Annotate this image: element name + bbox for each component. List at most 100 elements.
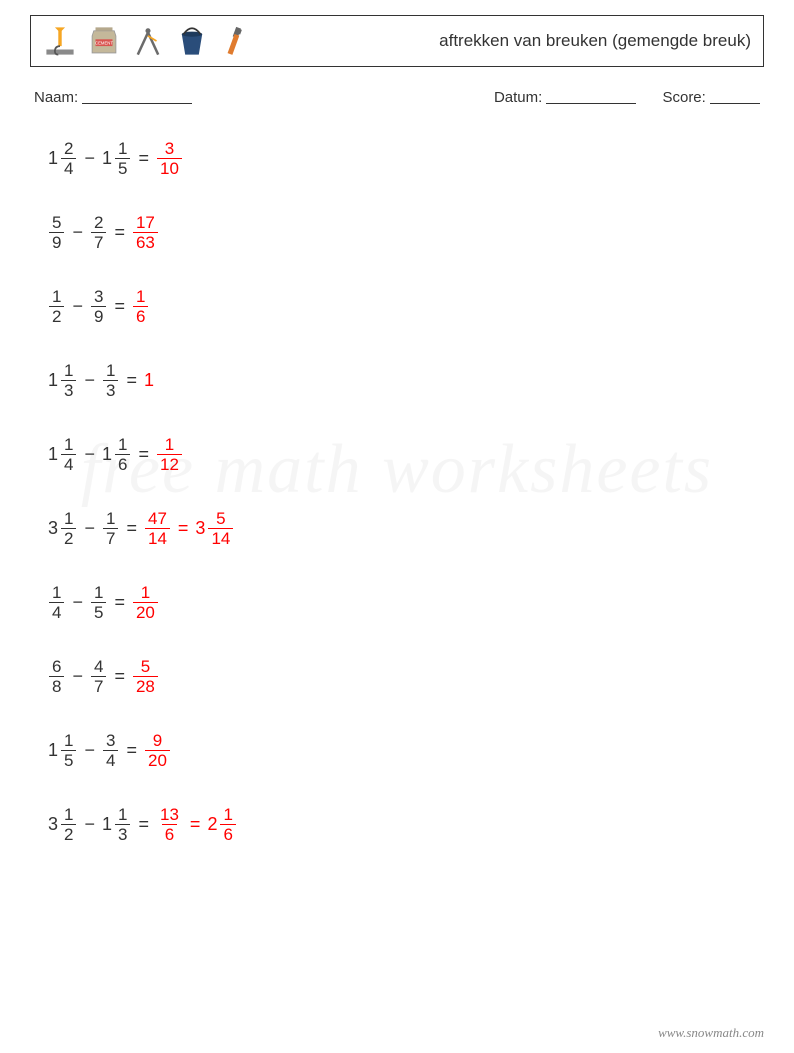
- denominator: 14: [208, 528, 233, 547]
- score-label: Score:: [662, 89, 705, 106]
- fraction: 15: [61, 732, 76, 769]
- denominator: 2: [61, 824, 76, 843]
- numerator: 3: [103, 732, 118, 750]
- denominator: 28: [133, 676, 158, 695]
- fraction: 12: [61, 510, 76, 547]
- whole-part: 2: [207, 814, 217, 835]
- fraction: 136: [157, 806, 182, 843]
- whole-part: 1: [102, 814, 112, 835]
- fraction: 4714: [145, 510, 170, 547]
- denominator: 10: [157, 158, 182, 177]
- numerator: 13: [157, 806, 182, 824]
- denominator: 63: [133, 232, 158, 251]
- numerator: 3: [162, 140, 177, 158]
- fraction: 16: [133, 288, 148, 325]
- minus-op: −: [84, 444, 95, 465]
- answer-term: 16: [132, 288, 149, 325]
- denominator: 5: [91, 602, 106, 621]
- equals-op: =: [190, 814, 201, 835]
- denominator: 4: [61, 454, 76, 473]
- problem-row: 312−17=4714=3514: [48, 506, 764, 550]
- numerator: 1: [220, 806, 235, 824]
- denominator: 7: [103, 528, 118, 547]
- numerator: 1: [61, 732, 76, 750]
- name-label: Naam:: [34, 89, 78, 106]
- header-box: CEMENT aftrekken van b: [30, 15, 764, 67]
- denominator: 9: [49, 232, 64, 251]
- problem-row: 113−13=1: [48, 358, 764, 402]
- numerator: 4: [91, 658, 106, 676]
- numerator: 2: [91, 214, 106, 232]
- numerator: 1: [138, 584, 153, 602]
- fraction: 12: [49, 288, 64, 325]
- whole-part: 1: [48, 370, 58, 391]
- minus-op: −: [84, 370, 95, 391]
- equals-op: =: [126, 370, 137, 391]
- numerator: 17: [133, 214, 158, 232]
- answer-term: 1763: [132, 214, 159, 251]
- denominator: 9: [91, 306, 106, 325]
- answer-term: 3514: [195, 510, 234, 547]
- numerator: 2: [61, 140, 76, 158]
- fraction: 39: [91, 288, 106, 325]
- numerator: 47: [145, 510, 170, 528]
- name-blank[interactable]: [82, 103, 192, 104]
- numerator: 1: [103, 362, 118, 380]
- meta-row: Naam: Datum: Score:: [30, 89, 764, 106]
- numerator: 1: [49, 584, 64, 602]
- denominator: 12: [157, 454, 182, 473]
- denominator: 14: [145, 528, 170, 547]
- fraction: 14: [49, 584, 64, 621]
- whole-part: 1: [102, 148, 112, 169]
- meta-score: Score:: [662, 89, 760, 106]
- denominator: 6: [133, 306, 148, 325]
- equals-op: =: [138, 444, 149, 465]
- fraction: 68: [49, 658, 64, 695]
- whole-part: 3: [48, 518, 58, 539]
- numerator: 5: [138, 658, 153, 676]
- fraction: 14: [61, 436, 76, 473]
- denominator: 3: [103, 380, 118, 399]
- problem-row: 68−47=528: [48, 654, 764, 698]
- crane-hook-icon: [43, 24, 77, 58]
- equals-op: =: [114, 222, 125, 243]
- numerator: 1: [49, 288, 64, 306]
- fraction: 112: [157, 436, 182, 473]
- minus-op: −: [84, 740, 95, 761]
- numerator: 1: [115, 436, 130, 454]
- minus-op: −: [72, 592, 83, 613]
- answer-term: 920: [144, 732, 171, 769]
- fraction: 13: [103, 362, 118, 399]
- problem-row: 59−27=1763: [48, 210, 764, 254]
- score-blank[interactable]: [710, 103, 760, 104]
- answer-term: 528: [132, 658, 159, 695]
- denominator: 2: [49, 306, 64, 325]
- fraction: 47: [91, 658, 106, 695]
- whole-part: 1: [48, 740, 58, 761]
- fraction: 13: [61, 362, 76, 399]
- footer-url: www.snowmath.com: [658, 1025, 764, 1041]
- fraction: 15: [115, 140, 130, 177]
- fraction: 59: [49, 214, 64, 251]
- equals-op: =: [138, 148, 149, 169]
- meta-name: Naam:: [34, 89, 192, 106]
- fraction: 310: [157, 140, 182, 177]
- equals-op: =: [126, 518, 137, 539]
- minus-op: −: [72, 296, 83, 317]
- whole-part: 1: [48, 148, 58, 169]
- equals-op: =: [178, 518, 189, 539]
- numerator: 3: [91, 288, 106, 306]
- minus-op: −: [84, 814, 95, 835]
- answer-term: 216: [207, 806, 236, 843]
- fraction: 16: [115, 436, 130, 473]
- numerator: 1: [115, 140, 130, 158]
- denominator: 6: [220, 824, 235, 843]
- fraction: 17: [103, 510, 118, 547]
- compass-icon: [131, 24, 165, 58]
- date-blank[interactable]: [546, 103, 636, 104]
- problems-list: 124−115=31059−27=176312−39=16113−13=1114…: [30, 136, 764, 846]
- answer-term: 136: [156, 806, 183, 843]
- worksheet-page: CEMENT aftrekken van b: [0, 0, 794, 1053]
- worksheet-title: aftrekken van breuken (gemengde breuk): [439, 31, 751, 51]
- whole-part: 3: [48, 814, 58, 835]
